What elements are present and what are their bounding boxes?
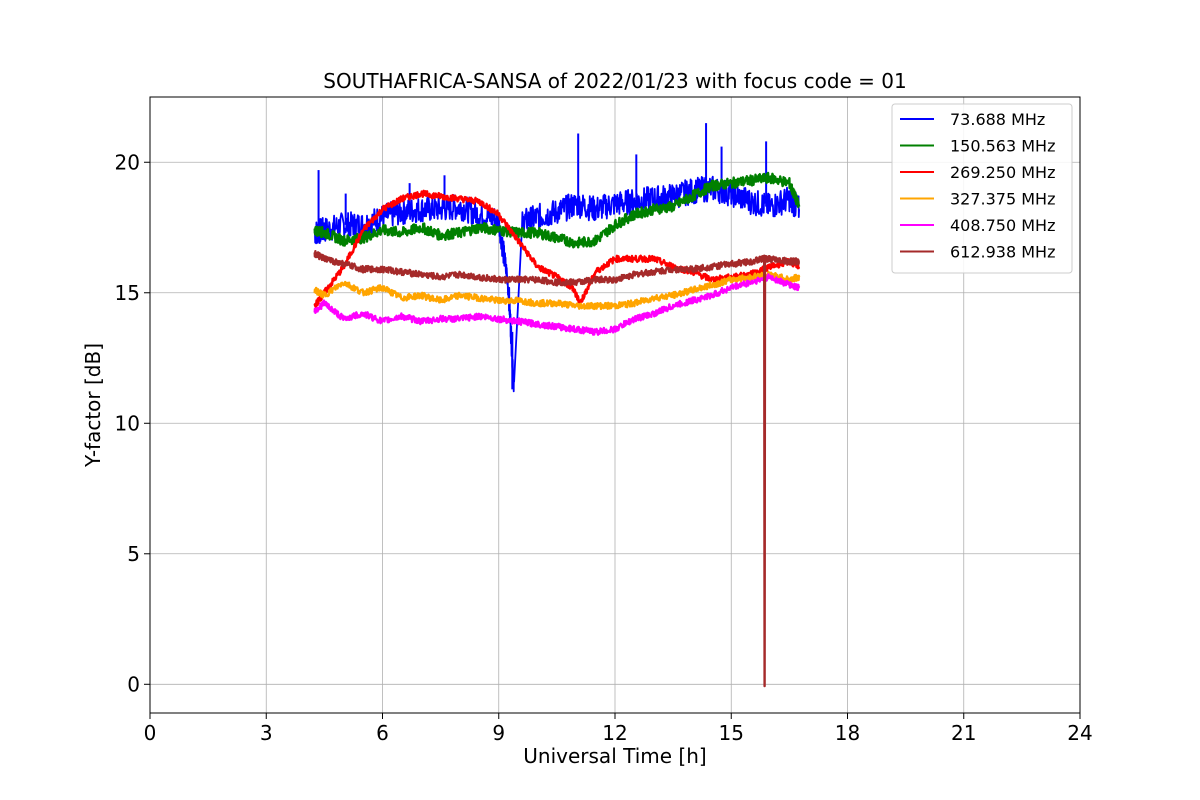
x-axis-label: Universal Time [h] xyxy=(523,744,706,768)
y-tick-label-0: 0 xyxy=(127,672,140,696)
series-5 xyxy=(313,250,800,688)
x-tick-label-7: 21 xyxy=(951,721,976,745)
x-tick-label-1: 3 xyxy=(260,721,273,745)
y-axis-label: Y-factor [dB] xyxy=(81,343,105,468)
series-3 xyxy=(313,270,801,311)
y-tick-label-4: 20 xyxy=(115,150,140,174)
legend-label-2: 269.250 MHz xyxy=(950,163,1055,182)
series-line-3 xyxy=(313,270,801,311)
x-tick-label-3: 9 xyxy=(492,721,505,745)
series-0 xyxy=(313,123,800,393)
y-tick-label-2: 10 xyxy=(115,411,140,435)
x-tick-label-6: 18 xyxy=(835,721,860,745)
series-4 xyxy=(313,273,801,336)
legend-label-1: 150.563 MHz xyxy=(950,137,1055,156)
y-tick-label-3: 15 xyxy=(115,281,140,305)
legend-label-5: 612.938 MHz xyxy=(950,243,1055,262)
x-tick-label-5: 15 xyxy=(719,721,744,745)
series-line-5 xyxy=(313,250,800,688)
x-tick-label-0: 0 xyxy=(144,721,157,745)
chart-title: SOUTHAFRICA-SANSA of 2022/01/23 with foc… xyxy=(323,69,907,93)
x-tick-label-2: 6 xyxy=(376,721,389,745)
legend-box xyxy=(891,103,1073,274)
series-line-4 xyxy=(313,273,801,336)
legend-label-3: 327.375 MHz xyxy=(950,190,1055,209)
legend-label-4: 408.750 MHz xyxy=(950,216,1055,235)
legend: 73.688 MHz 150.563 MHz 269.250 MHz 327.375 … xyxy=(891,103,1073,274)
y-tick-label-1: 5 xyxy=(127,542,140,566)
x-tick-label-4: 12 xyxy=(602,721,627,745)
legend-label-0: 73.688 MHz xyxy=(950,110,1045,129)
series-line-1 xyxy=(313,171,801,249)
x-tick-label-8: 24 xyxy=(1067,721,1092,745)
series-1 xyxy=(313,171,801,249)
